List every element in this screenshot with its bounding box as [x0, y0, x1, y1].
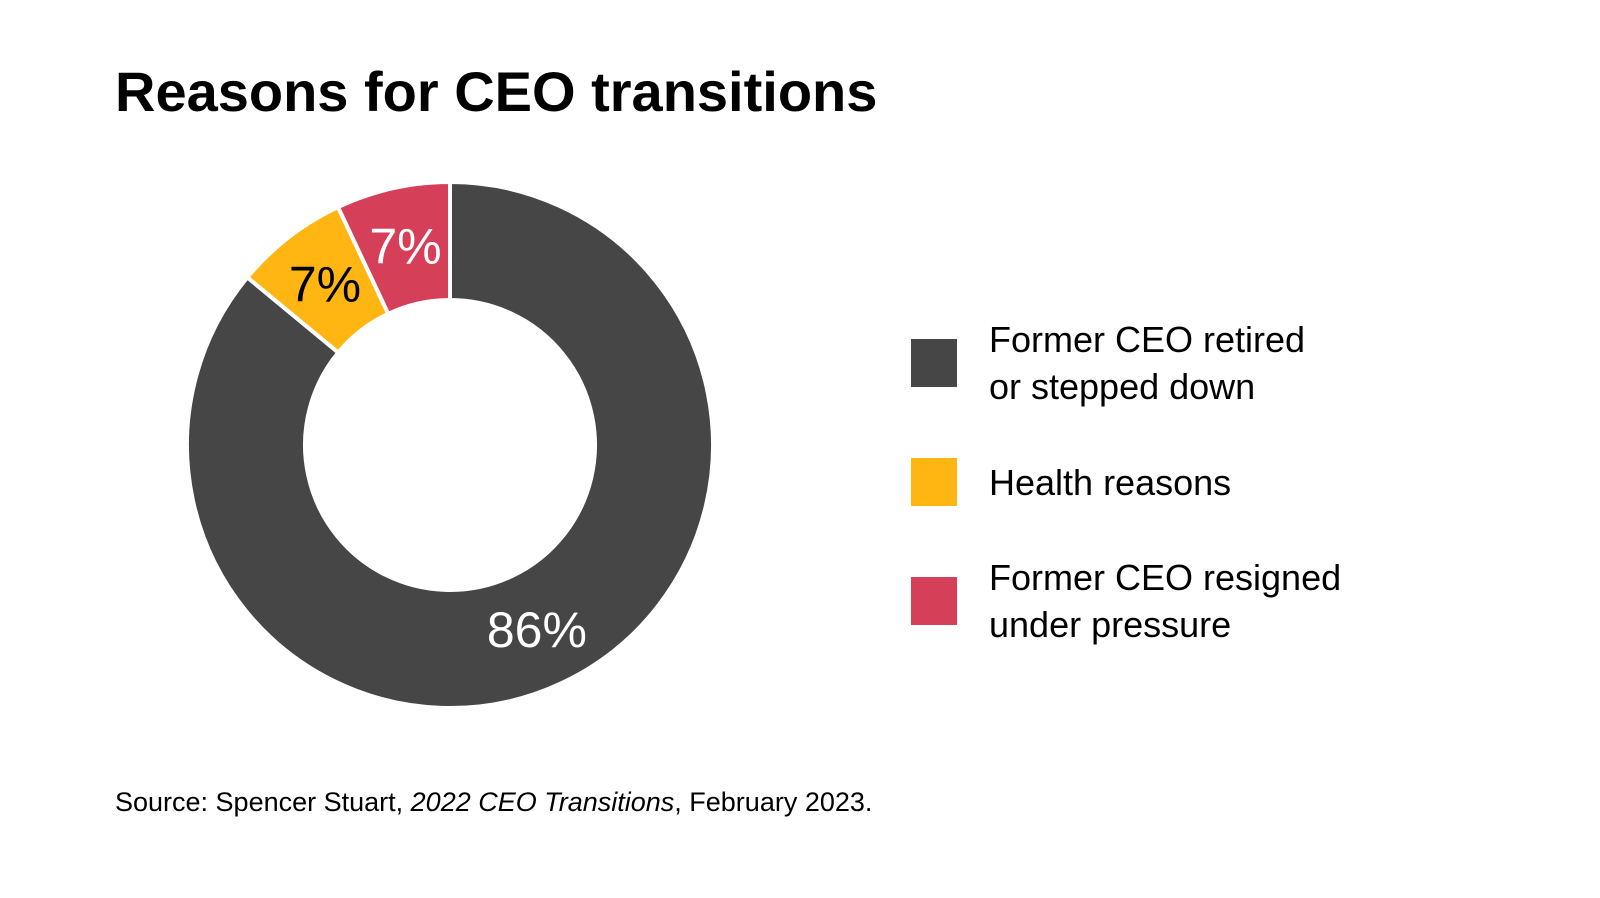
source-note: Source: Spencer Stuart, 2022 CEO Transit…: [115, 786, 872, 818]
legend-item-2: Former CEO resigned under pressure: [911, 554, 1341, 648]
legend-swatch-1: [911, 458, 957, 506]
legend-label-2: Former CEO resigned under pressure: [989, 557, 1342, 645]
legend-label-0: Former CEO retired or stepped down: [989, 319, 1306, 407]
donut-slice-2: [335, 179, 452, 317]
slice-label-2: 7%: [369, 218, 441, 274]
chart-title: Reasons for CEO transitions: [115, 60, 878, 123]
legend-item-0: Former CEO retired or stepped down: [911, 316, 1341, 410]
legend-swatch-0: [911, 339, 957, 387]
slice-label-1: 7%: [289, 256, 361, 312]
legend-item-1: Health reasons: [911, 458, 1341, 506]
source-report-title: 2022 CEO Transitions: [410, 787, 675, 817]
legend: Former CEO retired or stepped down Health …: [911, 316, 1341, 648]
donut-slice-0: [185, 179, 715, 710]
legend-swatch-2: [911, 577, 957, 625]
source-suffix: , February 2023.: [674, 787, 873, 817]
legend-label-1: Health reasons: [989, 461, 1232, 503]
source-prefix: Source: Spencer Stuart,: [115, 787, 411, 817]
donut-chart: 86% 7%7%: [185, 179, 715, 710]
slice-label-0: 86%: [487, 602, 587, 658]
